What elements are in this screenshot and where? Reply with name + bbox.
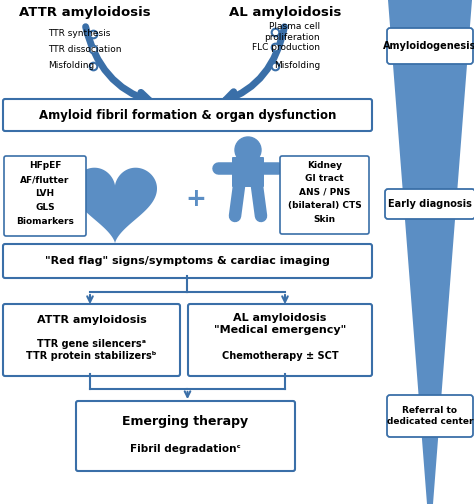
Text: (bilateral) CTS: (bilateral) CTS (288, 201, 361, 210)
Text: AF/flutter: AF/flutter (20, 175, 70, 184)
Text: AL amyloidosis: AL amyloidosis (229, 6, 341, 19)
Text: Misfolding: Misfolding (48, 61, 94, 71)
Text: Skin: Skin (313, 215, 336, 223)
FancyBboxPatch shape (76, 401, 295, 471)
FancyBboxPatch shape (385, 189, 474, 219)
Text: TTR synthesis: TTR synthesis (48, 30, 110, 38)
Text: LVH: LVH (36, 190, 55, 199)
Text: TTR dissociation: TTR dissociation (48, 44, 121, 53)
FancyBboxPatch shape (3, 304, 180, 376)
Text: GI tract: GI tract (305, 174, 344, 183)
Text: "Red flag" signs/symptoms & cardiac imaging: "Red flag" signs/symptoms & cardiac imag… (45, 256, 330, 266)
FancyBboxPatch shape (387, 395, 473, 437)
Text: Fibril degradationᶜ: Fibril degradationᶜ (130, 444, 241, 454)
FancyBboxPatch shape (387, 28, 473, 64)
Text: +: + (185, 187, 207, 211)
Text: Early diagnosis: Early diagnosis (388, 199, 472, 209)
FancyBboxPatch shape (280, 156, 369, 234)
Text: ATTR amyloidosis: ATTR amyloidosis (19, 6, 151, 19)
Text: Amyloidogenesis: Amyloidogenesis (383, 41, 474, 51)
FancyBboxPatch shape (232, 157, 264, 187)
Text: Referral to
dedicated center: Referral to dedicated center (387, 406, 473, 426)
FancyBboxPatch shape (188, 304, 372, 376)
Text: GLS: GLS (35, 204, 55, 213)
Text: Plasma cell
proliferation: Plasma cell proliferation (264, 22, 320, 42)
Text: Amyloid fibril formation & organ dysfunction: Amyloid fibril formation & organ dysfunc… (39, 108, 336, 121)
Circle shape (235, 137, 261, 163)
FancyBboxPatch shape (3, 99, 372, 131)
FancyArrowPatch shape (86, 27, 150, 103)
Text: FLC production: FLC production (252, 42, 320, 51)
Text: Emerging therapy: Emerging therapy (122, 414, 248, 427)
Text: ANS / PNS: ANS / PNS (299, 187, 350, 197)
FancyBboxPatch shape (4, 156, 86, 236)
FancyArrowPatch shape (225, 27, 284, 102)
Text: Misfolding: Misfolding (274, 61, 320, 71)
Polygon shape (388, 0, 472, 504)
Text: HFpEF: HFpEF (29, 161, 61, 170)
FancyBboxPatch shape (3, 244, 372, 278)
Text: AL amyloidosis
"Medical emergency": AL amyloidosis "Medical emergency" (214, 313, 346, 335)
Text: Kidney: Kidney (307, 160, 342, 169)
Text: Chemotherapy ± SCT: Chemotherapy ± SCT (222, 351, 338, 361)
Text: Biomarkers: Biomarkers (16, 218, 74, 226)
Text: ATTR amyloidosis: ATTR amyloidosis (36, 315, 146, 325)
Text: TTR gene silencersᵃ
TTR protein stabilizersᵇ: TTR gene silencersᵃ TTR protein stabiliz… (27, 339, 157, 361)
Polygon shape (73, 168, 157, 243)
